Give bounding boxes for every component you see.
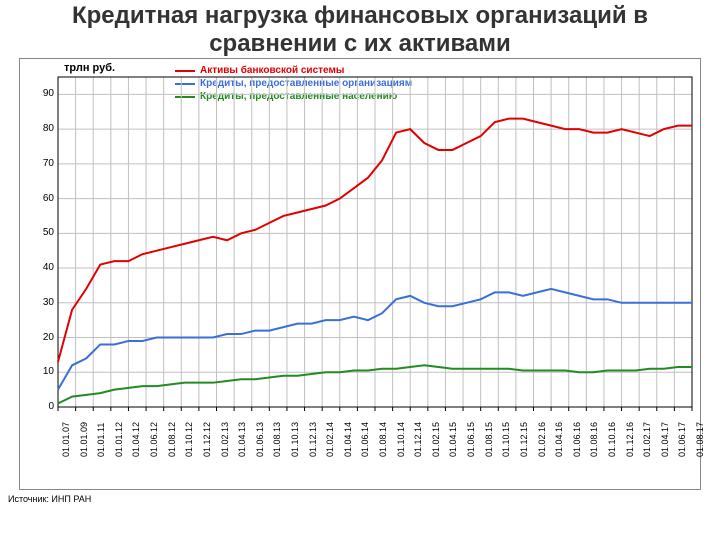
xtick-label: 01.08.15 (484, 422, 494, 457)
source-label: Источник: ИНП РАН (0, 490, 720, 504)
xtick-label: 01.02.14 (325, 422, 335, 457)
ytick-label: 20 (30, 332, 54, 343)
xtick-label: 01.12.15 (519, 422, 529, 457)
xtick-label: 01.12.16 (625, 422, 635, 457)
xtick-label: 01.06.15 (466, 422, 476, 457)
chart-svg (58, 77, 692, 407)
xtick-label: 01.10.12 (184, 422, 194, 457)
legend-label: Активы банковской системы (200, 65, 344, 76)
chart-container: трлн руб. Активы банковской системыКреди… (19, 58, 701, 490)
xtick-label: 01.04.17 (660, 422, 670, 457)
ytick-label: 70 (30, 158, 54, 169)
xtick-label: 01.04.16 (554, 422, 564, 457)
xtick-label: 01.01.07 (61, 422, 71, 457)
xtick-label: 01.10.13 (290, 422, 300, 457)
xtick-label: 01.10.15 (501, 422, 511, 457)
xtick-label: 01.10.14 (396, 422, 406, 457)
xtick-label: 01.08.14 (378, 422, 388, 457)
xtick-label: 01.04.12 (131, 422, 141, 457)
xtick-label: 01.12.14 (413, 422, 423, 457)
ytick-label: 80 (30, 123, 54, 134)
ytick-label: 30 (30, 297, 54, 308)
xtick-label: 01.02.13 (220, 422, 230, 457)
xtick-label: 01.08.12 (167, 422, 177, 457)
xtick-label: 01.06.12 (149, 422, 159, 457)
xtick-label: 01.02.16 (537, 422, 547, 457)
plot-area (58, 77, 692, 407)
xtick-label: 01.06.13 (255, 422, 265, 457)
xtick-label: 01.04.13 (237, 422, 247, 457)
ytick-label: 50 (30, 227, 54, 238)
xtick-label: 01.06.14 (360, 422, 370, 457)
ytick-label: 40 (30, 262, 54, 273)
xtick-label: 01.06.16 (572, 422, 582, 457)
xtick-label: 01.01.09 (79, 422, 89, 457)
xtick-label: 01.08.16 (589, 422, 599, 457)
xtick-label: 01.08.13 (272, 422, 282, 457)
page-title: Кредитная нагрузка финансовых организаци… (0, 0, 720, 58)
xtick-label: 01.01.12 (114, 422, 124, 457)
xtick-label: 01.02.17 (642, 422, 652, 457)
ytick-label: 0 (30, 401, 54, 412)
legend-item: Активы банковской системы (175, 65, 412, 76)
xtick-label: 01.08.17 (695, 422, 705, 457)
ytick-label: 60 (30, 193, 54, 204)
ytick-label: 90 (30, 88, 54, 99)
xtick-label: 01.01.11 (96, 423, 106, 457)
y-axis-label: трлн руб. (64, 62, 115, 74)
xtick-label: 01.04.14 (343, 422, 353, 457)
xtick-label: 01.04.15 (448, 422, 458, 457)
ytick-label: 10 (30, 366, 54, 377)
xtick-label: 01.02.15 (431, 422, 441, 457)
xtick-label: 01.12.12 (202, 422, 212, 457)
xtick-label: 01.10.16 (607, 422, 617, 457)
legend-swatch (175, 70, 195, 72)
xtick-label: 01.12.13 (308, 422, 318, 457)
xtick-label: 01.06.17 (677, 422, 687, 457)
